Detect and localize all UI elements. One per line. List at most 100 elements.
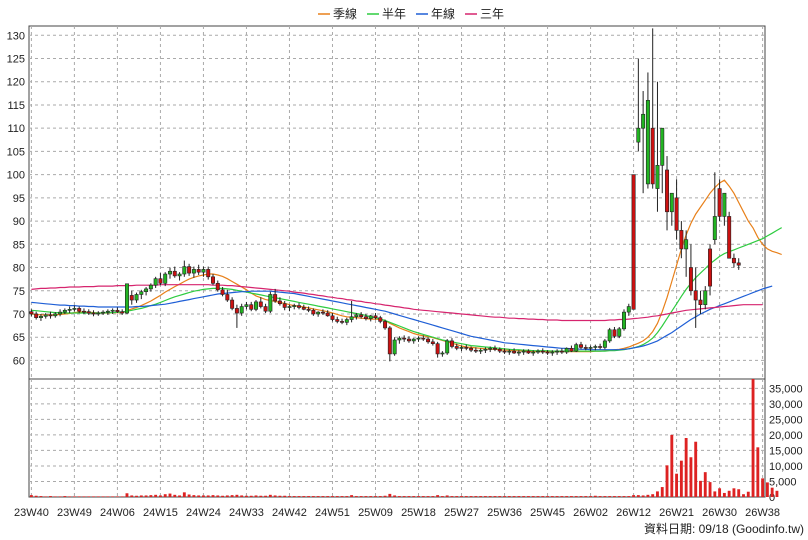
candle: [258, 297, 263, 309]
ma-line-季線: [31, 179, 782, 353]
candle-body: [72, 308, 77, 310]
volume-bar: [622, 496, 626, 497]
candle: [650, 28, 655, 189]
candle-body: [665, 169, 669, 213]
volume-bar: [63, 496, 67, 497]
volume-bar: [58, 496, 62, 497]
candle: [53, 312, 58, 318]
volume-bar: [192, 495, 196, 497]
candle: [536, 349, 540, 354]
candle-body: [387, 327, 392, 355]
volume-bar: [560, 496, 564, 497]
volume-bar: [689, 457, 693, 497]
candle: [598, 343, 603, 350]
volume-bar: [479, 496, 483, 497]
volume-y-tick: 25,000: [769, 414, 803, 426]
volume-bar: [77, 496, 81, 497]
volume-bar: [383, 495, 387, 497]
candle: [516, 350, 521, 356]
candle: [148, 283, 153, 292]
candle-body: [359, 314, 364, 318]
volume-bar: [326, 496, 330, 497]
candle-body: [163, 273, 168, 284]
x-tick-label: 24W15: [143, 507, 178, 519]
legend-label: 季線: [333, 6, 357, 21]
volume-bar: [570, 496, 573, 497]
volume-bar: [684, 438, 688, 497]
candle: [211, 274, 215, 286]
x-tick-label: 25W45: [530, 507, 565, 519]
candle-body: [101, 311, 106, 314]
volume-bar: [106, 496, 110, 497]
volume-bar: [240, 495, 244, 497]
candle: [344, 317, 349, 326]
candle: [182, 260, 187, 277]
volume-bar: [34, 495, 38, 497]
volume-bar: [412, 496, 416, 497]
candle-body: [478, 349, 483, 352]
candle-body: [125, 283, 129, 314]
candle: [330, 313, 335, 322]
volume-bar: [589, 496, 592, 497]
candle: [297, 302, 301, 310]
candle-body: [34, 313, 39, 318]
candle: [244, 301, 249, 310]
volume-bar: [574, 496, 578, 497]
candle: [316, 311, 321, 317]
candle: [129, 290, 134, 305]
candle: [641, 91, 646, 194]
candle-body: [459, 347, 464, 349]
volume-bar: [182, 492, 186, 497]
candle-body: [650, 127, 655, 185]
candle-body: [693, 290, 698, 301]
candle: [254, 300, 258, 312]
candle: [669, 192, 674, 226]
volume-bar: [202, 495, 205, 497]
candle: [387, 326, 392, 362]
candle-body: [263, 306, 268, 312]
candle-body: [607, 329, 612, 342]
volume-bar: [703, 472, 707, 497]
candle: [631, 174, 636, 310]
candle-body: [273, 294, 278, 302]
candle-body: [287, 306, 292, 308]
volume-bar: [579, 496, 583, 497]
candle-body: [708, 248, 713, 287]
volume-bar: [139, 495, 143, 497]
volume-bar: [29, 495, 33, 497]
candle: [426, 337, 431, 344]
candle-body: [531, 351, 536, 354]
volume-bar: [526, 496, 530, 497]
price-y-tick: 80: [13, 263, 25, 275]
candle-body: [340, 321, 345, 323]
volume-bar: [187, 494, 191, 497]
candle-body: [684, 239, 689, 250]
volume-bar: [627, 496, 631, 497]
volume-bar: [345, 496, 349, 497]
candle-body: [679, 230, 684, 250]
volume-bar: [421, 496, 425, 497]
volume-bar: [92, 496, 95, 497]
volume-bar: [268, 494, 272, 497]
candle: [430, 339, 435, 346]
candle: [736, 258, 741, 270]
candle-body: [115, 309, 120, 312]
volume-y-tick: 20,000: [769, 430, 803, 442]
candle: [38, 313, 43, 321]
candle-body: [497, 348, 502, 352]
price-y-tick: 65: [13, 332, 25, 344]
candle-body: [564, 348, 569, 353]
candle: [320, 309, 325, 315]
candle-body: [636, 127, 641, 143]
candle-body: [430, 341, 435, 344]
candle: [483, 347, 488, 353]
candle-body: [110, 309, 115, 312]
candle: [526, 349, 531, 354]
volume-bar: [369, 496, 373, 497]
price-panel: 60 65 70 75 80 85 90 95 100 105 110 115 120 125 130: [7, 25, 783, 380]
candle: [43, 313, 48, 319]
volume-bar: [206, 495, 210, 497]
candle-body: [282, 303, 287, 308]
candle-body: [268, 294, 273, 312]
candle-body: [153, 278, 158, 286]
